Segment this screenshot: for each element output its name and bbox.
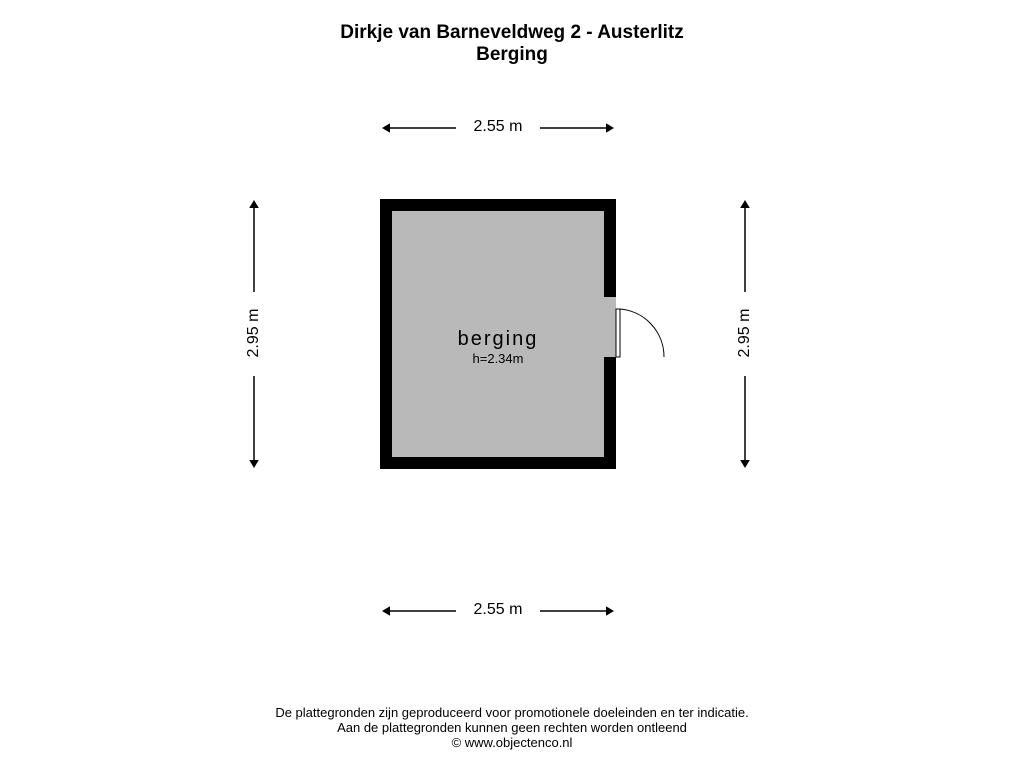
dimension-lines	[0, 0, 1024, 768]
floorplan-page: Dirkje van Barneveldweg 2 - Austerlitz B…	[0, 0, 1024, 768]
footer-line-2: Aan de plattegronden kunnen geen rechten…	[0, 720, 1024, 735]
footer-line-1: De plattegronden zijn geproduceerd voor …	[0, 705, 1024, 720]
footer: De plattegronden zijn geproduceerd voor …	[0, 705, 1024, 750]
dimension-bottom-label: 2.55 m	[458, 601, 538, 619]
dimension-left-label: 2.95 m	[245, 293, 263, 373]
footer-line-3: © www.objectenco.nl	[0, 735, 1024, 750]
dimension-right-label: 2.95 m	[736, 293, 754, 373]
dimension-top-label: 2.55 m	[458, 118, 538, 136]
